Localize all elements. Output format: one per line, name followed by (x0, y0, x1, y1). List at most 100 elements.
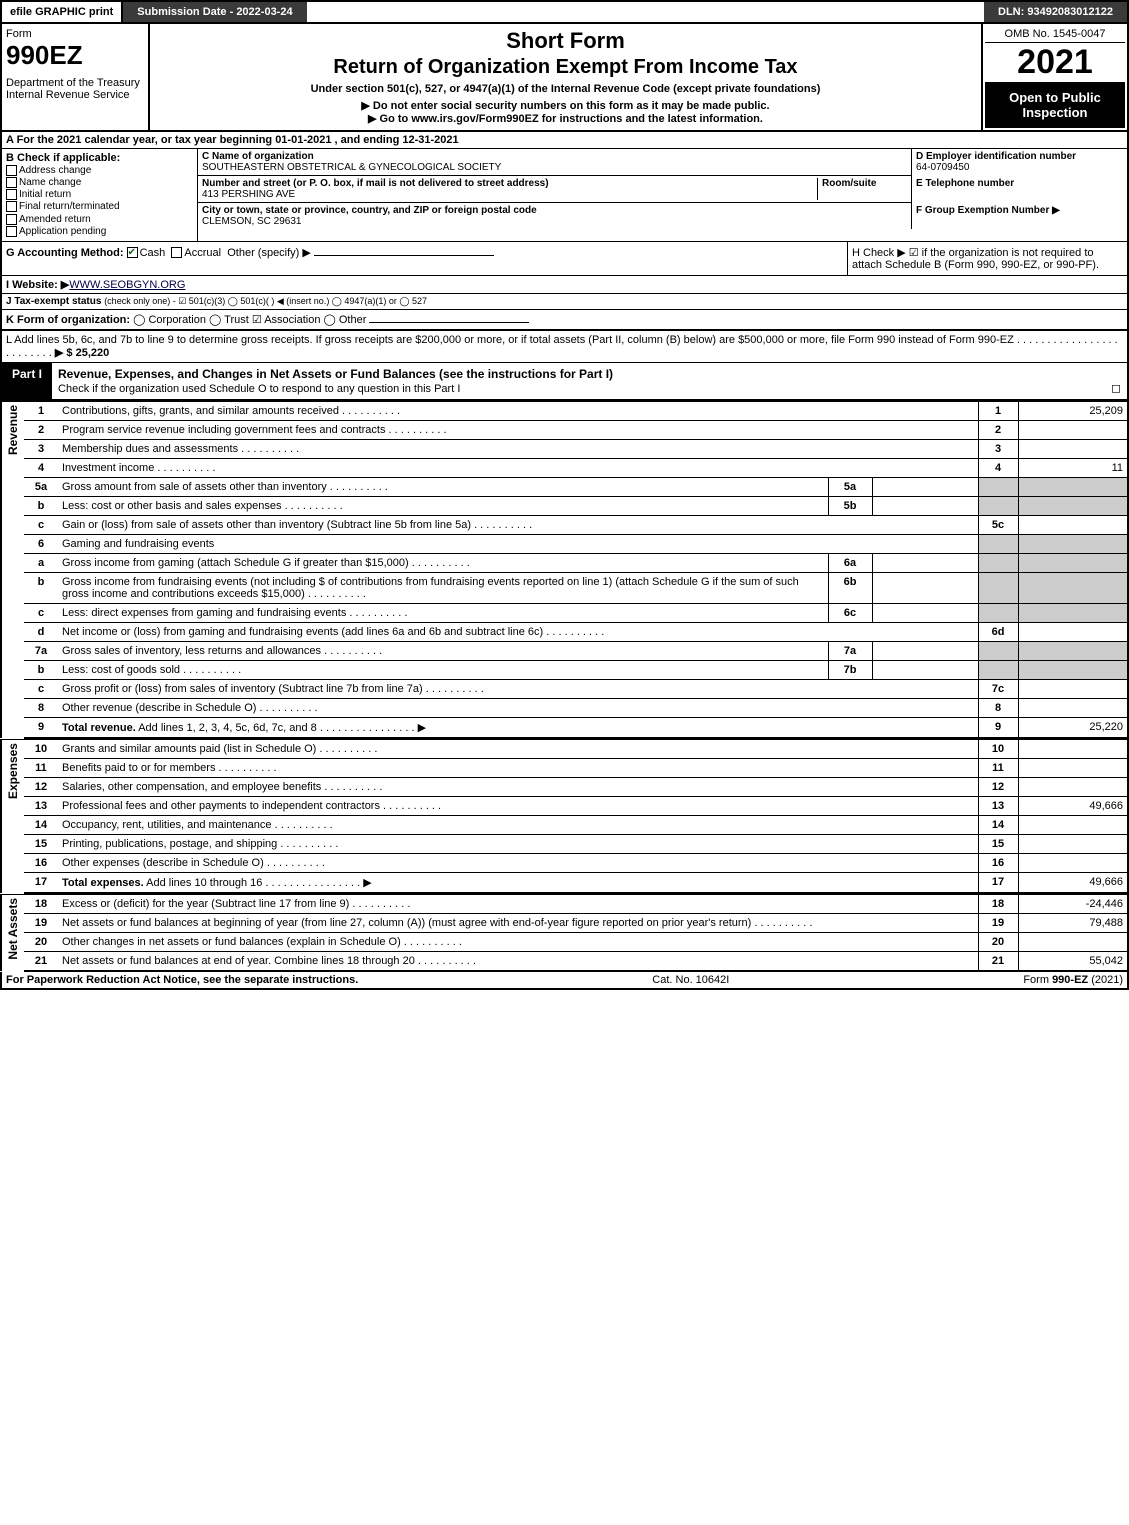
omb-number: OMB No. 1545-0047 (985, 26, 1125, 43)
result-line-number: 10 (978, 739, 1018, 758)
line-number: 8 (24, 698, 58, 717)
line-desc: Other changes in net assets or fund bala… (58, 932, 978, 951)
tax-year: 2021 (985, 43, 1125, 82)
line-number: b (24, 572, 58, 603)
line-number: 7a (24, 641, 58, 660)
footer: For Paperwork Reduction Act Notice, see … (0, 972, 1129, 990)
line-row: 14Occupancy, rent, utilities, and mainte… (1, 815, 1128, 834)
netassets-table: Net Assets18Excess or (deficit) for the … (0, 894, 1129, 972)
amt-gray (1018, 572, 1128, 603)
website-link[interactable]: WWW.SEOBGYN.ORG (69, 279, 185, 291)
rnum-gray (978, 553, 1018, 572)
rnum-gray (978, 477, 1018, 496)
col-b: B Check if applicable: Address change Na… (2, 149, 198, 241)
line-row: 4Investment income . . . . . . . . . .41… (1, 458, 1128, 477)
sub-line-number: 6a (828, 553, 872, 572)
line-number: 5a (24, 477, 58, 496)
line-desc: Gross amount from sale of assets other t… (58, 477, 828, 496)
line-desc: Gain or (loss) from sale of assets other… (58, 515, 978, 534)
cb-cash[interactable] (127, 247, 138, 258)
amt-gray (1018, 496, 1128, 515)
line-row: bLess: cost or other basis and sales exp… (1, 496, 1128, 515)
sub-line-number: 6b (828, 572, 872, 603)
line-desc: Net income or (loss) from gaming and fun… (58, 622, 978, 641)
ssn-warning: ▶ Do not enter social security numbers o… (154, 99, 977, 112)
cb-final-return[interactable]: Final return/terminated (6, 201, 193, 212)
line-row: dNet income or (loss) from gaming and fu… (1, 622, 1128, 641)
goto-link[interactable]: ▶ Go to www.irs.gov/Form990EZ for instru… (154, 112, 977, 125)
cb-initial-return[interactable]: Initial return (6, 189, 193, 200)
result-line-number: 21 (978, 951, 1018, 971)
section-rotated-label: Expenses (1, 739, 24, 893)
result-line-number: 20 (978, 932, 1018, 951)
line-number: 18 (24, 894, 58, 913)
line-number: c (24, 515, 58, 534)
result-line-number: 6d (978, 622, 1018, 641)
org-name: SOUTHEASTERN OBSTETRICAL & GYNECOLOGICAL… (202, 162, 907, 173)
footer-right: Form 990-EZ (2021) (1023, 974, 1123, 986)
result-line-number: 3 (978, 439, 1018, 458)
cb-accrual[interactable] (171, 247, 182, 258)
line-desc: Program service revenue including govern… (58, 420, 978, 439)
revenue-table: Revenue1Contributions, gifts, grants, an… (0, 401, 1129, 739)
form-number: 990EZ (6, 40, 144, 71)
form-header: Form 990EZ Department of the Treasury In… (0, 24, 1129, 132)
amount-cell: 49,666 (1018, 796, 1128, 815)
line-row: cLess: direct expenses from gaming and f… (1, 603, 1128, 622)
footer-mid: Cat. No. 10642I (652, 974, 729, 986)
line-row: 2Program service revenue including gover… (1, 420, 1128, 439)
line-desc: Gross income from fundraising events (no… (58, 572, 828, 603)
line-row: 15Printing, publications, postage, and s… (1, 834, 1128, 853)
cb-application-pending[interactable]: Application pending (6, 226, 193, 237)
cb-amended-return[interactable]: Amended return (6, 214, 193, 225)
cb-name-change[interactable]: Name change (6, 177, 193, 188)
city-value: CLEMSON, SC 29631 (202, 216, 907, 227)
line-number: 2 (24, 420, 58, 439)
result-line-number: 5c (978, 515, 1018, 534)
line-number: 1 (24, 401, 58, 420)
result-line-number: 7c (978, 679, 1018, 698)
cb-address-change[interactable]: Address change (6, 165, 193, 176)
line-row: 7aGross sales of inventory, less returns… (1, 641, 1128, 660)
line-number: 16 (24, 853, 58, 872)
amount-cell: 11 (1018, 458, 1128, 477)
header-left: Form 990EZ Department of the Treasury In… (2, 24, 150, 130)
efile-print-button[interactable]: efile GRAPHIC print (2, 2, 123, 22)
amt-gray (1018, 553, 1128, 572)
line-number: 15 (24, 834, 58, 853)
line-number: c (24, 679, 58, 698)
c-city-box: City or town, state or province, country… (198, 203, 911, 229)
subtitle: Under section 501(c), 527, or 4947(a)(1)… (154, 83, 977, 95)
line-desc: Printing, publications, postage, and shi… (58, 834, 978, 853)
info-block: B Check if applicable: Address change Na… (0, 149, 1129, 241)
amount-cell (1018, 758, 1128, 777)
col-cdef: C Name of organization SOUTHEASTERN OBST… (198, 149, 1127, 241)
amount-cell (1018, 698, 1128, 717)
ein-value: 64-0709450 (916, 162, 1123, 173)
city-label: City or town, state or province, country… (202, 205, 907, 216)
line-number: 12 (24, 777, 58, 796)
sub-amount (872, 572, 978, 603)
line-number: 10 (24, 739, 58, 758)
short-form-title: Short Form (154, 28, 977, 54)
line-desc: Total expenses. Add lines 10 through 16 … (58, 872, 978, 893)
result-line-number: 15 (978, 834, 1018, 853)
amt-gray (1018, 660, 1128, 679)
result-line-number: 14 (978, 815, 1018, 834)
sub-line-number: 6c (828, 603, 872, 622)
line-desc: Gross profit or (loss) from sales of inv… (58, 679, 978, 698)
line-desc: Salaries, other compensation, and employ… (58, 777, 978, 796)
amt-gray (1018, 534, 1128, 553)
line-number: 17 (24, 872, 58, 893)
line-row: 12Salaries, other compensation, and empl… (1, 777, 1128, 796)
e-box: E Telephone number (911, 176, 1127, 203)
amount-cell (1018, 739, 1128, 758)
footer-left: For Paperwork Reduction Act Notice, see … (6, 974, 358, 986)
line-row: 16Other expenses (describe in Schedule O… (1, 853, 1128, 872)
c-name-label: C Name of organization (202, 151, 907, 162)
k-row: K Form of organization: ◯ Corporation ◯ … (0, 310, 1129, 331)
j-row: J Tax-exempt status (check only one) - ☑… (0, 294, 1129, 310)
sub-amount (872, 553, 978, 572)
result-line-number: 13 (978, 796, 1018, 815)
c-addr-box: Number and street (or P. O. box, if mail… (198, 176, 911, 203)
